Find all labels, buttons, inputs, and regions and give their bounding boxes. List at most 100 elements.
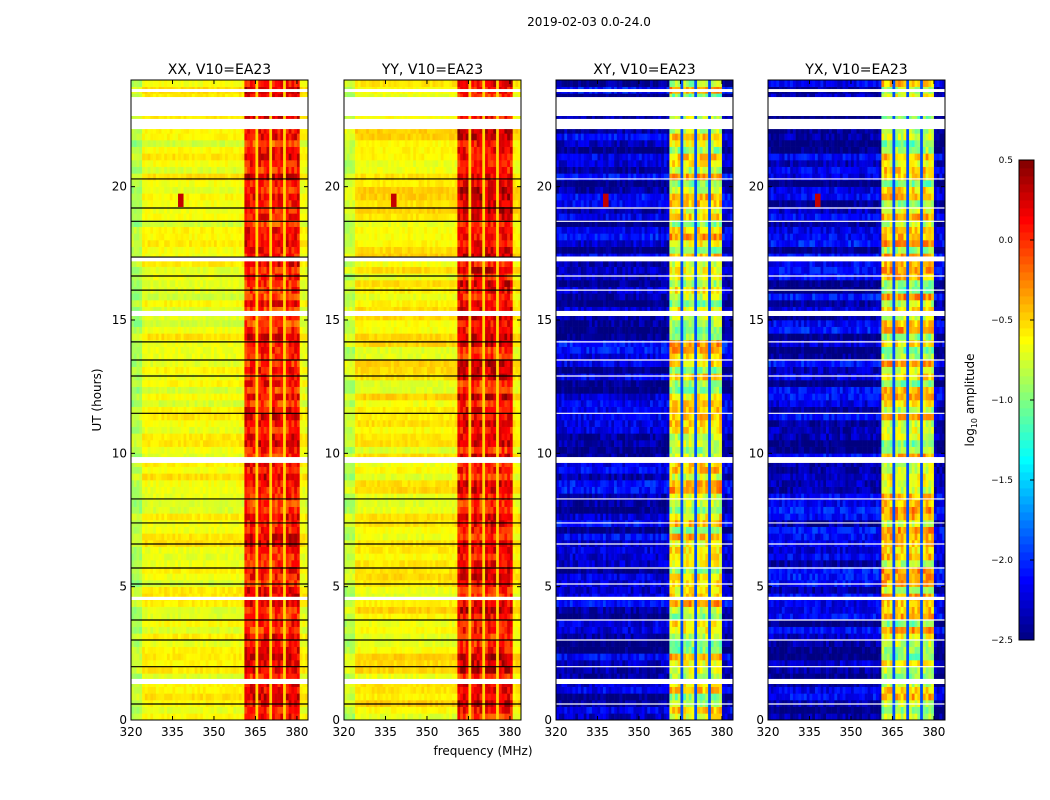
heatmap-cell — [205, 693, 209, 701]
heatmap-cell — [208, 206, 212, 214]
heatmap-cell — [252, 713, 256, 721]
heatmap-cell — [164, 606, 168, 614]
heatmap-cell — [249, 480, 253, 487]
heatmap-cell — [272, 240, 276, 247]
heatmap-cell — [131, 713, 135, 721]
heatmap-cell — [277, 246, 281, 254]
heatmap-cell — [244, 626, 248, 634]
heatmap-cell — [249, 506, 253, 514]
heatmap-cell — [189, 666, 193, 674]
heatmap-cell — [216, 466, 220, 474]
heatmap-cell — [230, 326, 234, 334]
heatmap-cell — [241, 213, 245, 221]
heatmap-cell — [227, 500, 231, 507]
heatmap-cell — [263, 400, 267, 407]
heatmap-cell — [186, 560, 190, 567]
heatmap-cell — [142, 260, 146, 267]
heatmap-cell — [169, 546, 173, 554]
heatmap-cell — [166, 380, 171, 387]
heatmap-cell — [233, 573, 237, 581]
heatmap-cell — [277, 613, 281, 621]
heatmap-cell — [178, 346, 182, 354]
heatmap-cell — [216, 260, 220, 267]
heatmap-cell — [161, 586, 165, 594]
heatmap-cell — [230, 386, 234, 394]
heatmap-cell — [252, 360, 256, 367]
heatmap-cell — [269, 206, 273, 214]
heatmap-cell — [230, 506, 234, 514]
heatmap-cell — [305, 353, 309, 361]
heatmap-cell — [305, 660, 309, 667]
heatmap-cell — [285, 620, 289, 627]
heatmap-cell — [252, 513, 256, 521]
heatmap-cell — [233, 366, 237, 374]
heatmap-cell — [197, 653, 201, 661]
heatmap-cell — [225, 226, 229, 234]
heatmap-cell — [180, 713, 184, 721]
heatmap-cell — [166, 473, 171, 481]
heatmap-cell — [272, 333, 276, 341]
heatmap-cell — [222, 500, 226, 507]
heatmap-cell — [194, 553, 198, 561]
heatmap-cell — [213, 293, 218, 301]
heatmap-cell — [263, 493, 267, 501]
heatmap-cell — [194, 686, 198, 694]
heatmap-cell — [155, 293, 159, 301]
heatmap-cell — [283, 433, 287, 441]
heatmap-cell — [133, 573, 137, 581]
heatmap-cell — [238, 480, 242, 487]
heatmap-cell — [219, 553, 223, 561]
heatmap-cell — [211, 566, 215, 574]
heatmap-cell — [283, 480, 287, 487]
heatmap-cell — [255, 706, 259, 714]
heatmap-cell — [213, 360, 218, 367]
heatmap-cell — [274, 493, 278, 501]
heatmap-cell — [296, 360, 301, 367]
heatmap-cell — [230, 240, 234, 247]
heatmap-cell — [183, 686, 187, 694]
heatmap-cell — [241, 446, 245, 454]
heatmap-cell — [294, 280, 298, 287]
heatmap-cell — [153, 273, 157, 281]
heatmap-cell — [139, 480, 143, 487]
heatmap-cell — [213, 366, 218, 374]
heatmap-cell — [288, 200, 292, 207]
heatmap-cell — [139, 446, 143, 454]
heatmap-cell — [208, 673, 212, 681]
heatmap-cell — [266, 393, 270, 401]
heatmap-cell — [260, 546, 265, 554]
heatmap-cell — [266, 420, 270, 427]
heatmap-cell — [142, 300, 146, 307]
heatmap-cell — [164, 280, 168, 287]
heatmap-cell — [272, 420, 276, 427]
heatmap-cell — [139, 273, 143, 281]
heatmap-cell — [194, 673, 198, 681]
heatmap-cell — [194, 626, 198, 634]
heatmap-cell — [200, 453, 204, 461]
heatmap-cell — [166, 626, 171, 634]
heatmap-cell — [142, 233, 146, 241]
heatmap-cell — [161, 393, 165, 401]
heatmap-cell — [142, 486, 146, 494]
heatmap-cell — [302, 246, 306, 254]
heatmap-cell — [155, 306, 159, 314]
heatmap-cell — [183, 446, 187, 454]
heatmap-cell — [258, 440, 262, 447]
heatmap-cell — [164, 313, 168, 321]
heatmap-cell — [236, 686, 240, 694]
heatmap-cell — [153, 393, 157, 401]
heatmap-cell — [249, 640, 253, 647]
heatmap-cell — [260, 440, 265, 447]
heatmap-cell — [302, 706, 306, 714]
heatmap-cell — [266, 633, 270, 641]
heatmap-cell — [208, 313, 212, 321]
heatmap-cell — [139, 433, 143, 441]
heatmap-cell — [305, 293, 309, 301]
heatmap-cell — [161, 506, 165, 514]
heatmap-cell — [291, 693, 295, 701]
heatmap-cell — [277, 333, 281, 341]
heatmap-cell — [291, 486, 295, 494]
heatmap-cell — [302, 460, 306, 467]
heatmap-cell — [164, 333, 168, 341]
heatmap-cell — [277, 393, 281, 401]
